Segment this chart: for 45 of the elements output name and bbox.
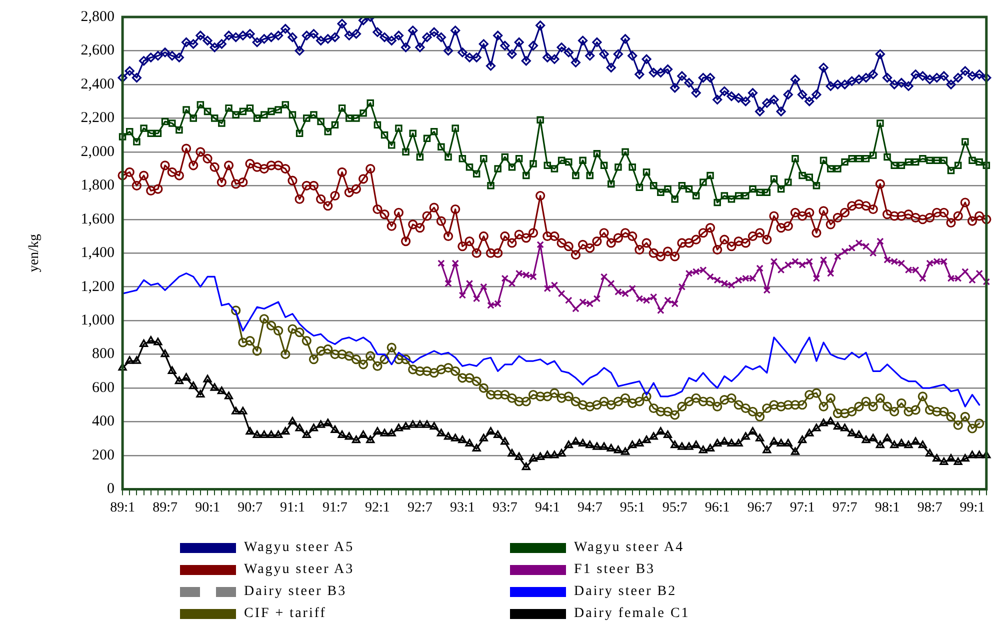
x-tick-label: 94:7 [577, 500, 602, 516]
y-tick-label: 600 [92, 380, 115, 396]
x-tick-label: 92:1 [365, 500, 390, 516]
x-tick-label: 96:1 [704, 500, 730, 516]
y-tick-label: 2,200 [80, 110, 115, 126]
x-tick-label: 97:7 [832, 500, 858, 516]
y-tick-label: 200 [92, 447, 115, 464]
x-tick-label: 89:1 [110, 500, 135, 516]
x-tick-label: 96:7 [747, 500, 772, 516]
y-tick-label: 1,800 [80, 178, 115, 194]
x-tick-label: 91:7 [322, 500, 348, 516]
y-tick-label: 2,800 [80, 8, 115, 25]
legend-label: CIF + tariff [244, 606, 326, 622]
y-axis-title: yen/kg [27, 234, 42, 272]
legend-label: Wagyu steer A3 [244, 562, 354, 578]
legend-label: Dairy female C1 [574, 606, 690, 622]
legend-label: Wagyu steer A5 [244, 540, 354, 556]
x-tick-label: 98:7 [917, 500, 942, 516]
y-tick-label: 2,600 [80, 42, 115, 59]
y-tick-label: 2,000 [80, 144, 115, 160]
y-tick-label: 0 [107, 481, 115, 498]
legend-label: Dairy steer B2 [574, 584, 677, 600]
y-tick-label: 800 [92, 346, 115, 362]
x-tick-label: 94:1 [534, 500, 560, 516]
x-tick-label: 99:1 [960, 500, 985, 516]
x-tick-label: 93:1 [450, 500, 475, 516]
x-tick-label: 89:7 [152, 500, 178, 516]
y-tick-label: 1,600 [80, 211, 115, 228]
x-tick-label: 91:1 [280, 500, 305, 516]
y-tick-label: 1,200 [80, 278, 115, 295]
legend-label: Dairy steer B3 [244, 584, 347, 600]
y-tick-label: 400 [92, 414, 115, 430]
x-tick-label: 93:7 [492, 500, 518, 516]
x-tick-label: 98:1 [874, 500, 900, 516]
y-tick-label: 1,000 [80, 312, 115, 328]
legend-label: Wagyu steer A4 [574, 540, 684, 556]
y-tick-label: 2,400 [80, 76, 115, 92]
x-tick-label: 90:7 [238, 500, 262, 516]
y-tick-label: 1,400 [80, 245, 115, 262]
legend-label: F1 steer B3 [574, 562, 656, 578]
x-tick-label: 95:1 [620, 500, 645, 516]
x-tick-label: 97:1 [790, 500, 815, 516]
x-tick-label: 92:7 [407, 500, 432, 516]
x-tick-label: 95:7 [662, 500, 688, 516]
x-tick-label: 90:1 [195, 500, 220, 516]
